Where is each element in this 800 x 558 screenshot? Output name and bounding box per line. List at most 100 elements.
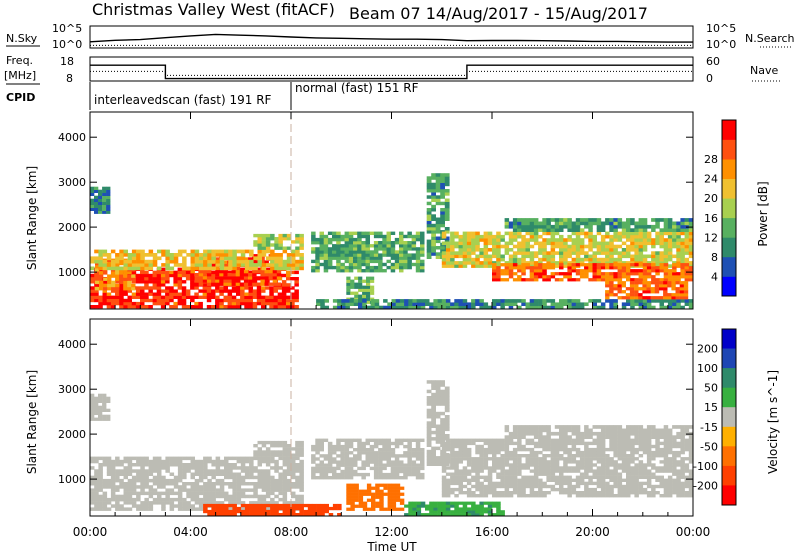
velocity-cell <box>283 495 288 499</box>
velocity-cell <box>500 466 505 469</box>
power-cell <box>157 250 162 254</box>
velocity-cell <box>165 466 170 470</box>
velocity-cell <box>320 442 325 445</box>
velocity-cell <box>467 442 472 445</box>
noise-right-tick-high: 10^5 <box>706 22 736 35</box>
power-cell <box>115 284 119 287</box>
power-cell <box>634 263 639 266</box>
power-cell <box>668 251 673 255</box>
velocity-cell <box>555 482 560 485</box>
velocity-cell <box>551 460 556 463</box>
power-cell <box>182 286 187 289</box>
nave-line <box>90 71 693 75</box>
power-cell <box>119 299 124 302</box>
power-cell <box>140 267 145 271</box>
power-cell <box>94 208 98 211</box>
velocity-cell <box>128 463 133 467</box>
power-cell <box>90 205 94 208</box>
velocity-cell <box>366 457 371 460</box>
velocity-cell <box>605 494 610 497</box>
power-cell <box>362 292 366 295</box>
power-cell <box>436 199 441 203</box>
power-cell <box>157 293 162 296</box>
power-cell <box>111 281 115 284</box>
power-cell <box>349 238 354 241</box>
velocity-cell <box>115 488 120 492</box>
velocity-cell <box>111 492 116 496</box>
power-cell <box>584 263 589 266</box>
power-cell <box>90 208 94 211</box>
power-cell <box>626 235 631 239</box>
power-cell <box>224 289 229 292</box>
power-cell <box>517 232 522 236</box>
power-cell <box>119 293 124 296</box>
power-cell <box>282 296 287 299</box>
power-cell <box>248 279 252 282</box>
velocity-cell <box>534 476 539 479</box>
velocity-cell <box>203 485 208 489</box>
power-cell <box>546 266 551 269</box>
power-colorbar-swatch <box>722 257 736 277</box>
velocity-cell <box>534 473 539 476</box>
power-cell <box>378 247 383 250</box>
velocity-cell <box>378 467 383 470</box>
power-cell <box>262 234 267 237</box>
velocity-cell <box>207 485 212 489</box>
velocity-cell <box>278 504 283 507</box>
power-cell <box>165 293 170 296</box>
power-cell <box>278 256 283 260</box>
velocity-cell <box>249 463 254 467</box>
power-cell <box>140 277 145 280</box>
velocity-cell <box>613 473 618 476</box>
power-cell <box>685 245 690 249</box>
power-cell <box>211 283 215 286</box>
velocity-cell <box>601 457 606 460</box>
velocity-cell <box>403 464 408 467</box>
power-cell <box>195 276 199 279</box>
velocity-cell <box>228 469 233 473</box>
power-cell <box>593 258 598 262</box>
power-cell <box>370 244 375 247</box>
power-cell <box>647 225 652 229</box>
velocity-cell <box>420 457 425 460</box>
power-cell <box>228 260 233 264</box>
power-cell <box>680 258 685 262</box>
velocity-cell <box>492 466 497 469</box>
power-cell <box>580 251 585 255</box>
velocity-cell <box>538 451 543 454</box>
power-cell <box>244 299 249 302</box>
power-cell <box>128 299 133 302</box>
power-cell <box>427 221 432 225</box>
power-cell <box>671 284 675 287</box>
velocity-cell <box>530 469 535 472</box>
power-cell <box>128 263 133 267</box>
power-cell <box>559 225 564 229</box>
power-cell <box>165 296 170 299</box>
power-cell <box>278 286 283 289</box>
velocity-cell <box>283 510 288 513</box>
velocity-cell <box>555 488 560 491</box>
velocity-cell <box>407 445 412 448</box>
velocity-cell <box>119 473 124 477</box>
velocity-cell <box>383 508 387 511</box>
power-cell <box>484 251 489 255</box>
power-cell <box>328 266 333 269</box>
power-cell <box>609 222 614 226</box>
power-cell <box>195 253 200 257</box>
power-cell <box>115 267 120 271</box>
power-cell <box>416 266 421 269</box>
power-cell <box>488 232 493 236</box>
velocity-cell <box>584 451 589 454</box>
power-cell <box>253 267 257 271</box>
velocity-cell <box>488 466 493 469</box>
power-cell <box>546 238 551 242</box>
power-cell <box>136 296 141 299</box>
velocity-cell <box>605 463 610 466</box>
power-cell <box>211 256 216 260</box>
power-cell <box>584 272 589 275</box>
power-cell <box>505 302 510 306</box>
velocity-cell <box>584 466 589 469</box>
power-cell <box>153 293 158 296</box>
velocity-cell <box>220 504 225 507</box>
power-cell <box>605 278 610 281</box>
